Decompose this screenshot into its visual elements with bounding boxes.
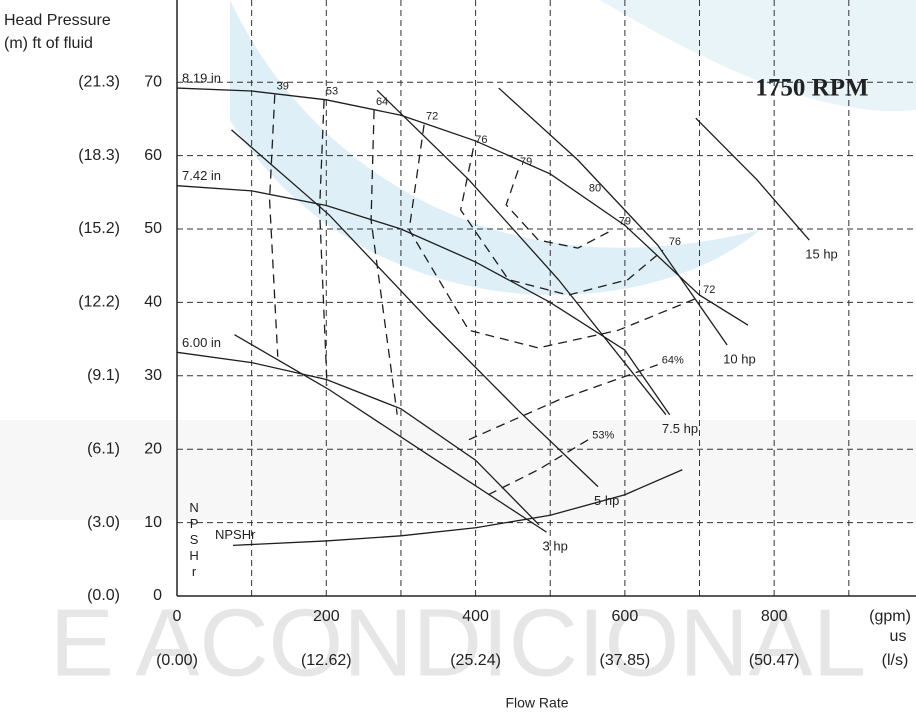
curve-label: 5 hp	[594, 493, 619, 508]
x-metric-unit: (l/s)	[882, 652, 909, 669]
y-tick-label: 20	[144, 440, 162, 457]
y-metric-label: (18.3)	[78, 147, 120, 164]
y-tick-label: 70	[144, 73, 162, 90]
curve-impeller	[176, 185, 671, 416]
y-tick-label: 10	[144, 514, 162, 531]
x-tick-label: 200	[313, 608, 340, 625]
y-tick-label: 40	[144, 294, 162, 311]
y-metric-label: (15.2)	[78, 220, 120, 237]
y-tick-label: 50	[144, 220, 162, 237]
plot-area: 0 (0.0) 10 (3.0) 20 (6.1) 30 (9.1) 40 (12.2) 50 (15…	[78, 0, 916, 669]
y-label: Head Pressure	[4, 12, 111, 29]
watermark-swoosh	[600, 0, 916, 112]
efficiency-label: 72	[703, 284, 715, 296]
curve-label: 3 hp	[543, 539, 568, 554]
efficiency-label: 79	[520, 156, 532, 168]
curve-power	[231, 129, 599, 488]
y-metric-label: (12.2)	[78, 294, 120, 311]
watermark-text: E ACONDICIONAL	[50, 589, 866, 696]
efficiency-label: 72	[426, 111, 438, 123]
curve-label: 10 hp	[723, 351, 756, 366]
curve-impeller	[176, 351, 540, 526]
efficiency-label: 53	[326, 86, 338, 98]
efficiency-label: 64%	[662, 355, 684, 367]
efficiency-label: 76	[669, 236, 681, 248]
x-metric-label: (0.00)	[156, 652, 198, 669]
curve-label: 6.00 in	[182, 335, 221, 350]
y-tick-label: 30	[144, 367, 162, 384]
x-tick-label: 400	[462, 608, 489, 625]
x-unit-sub: us	[890, 628, 907, 645]
curve-label: NPSHr	[215, 527, 256, 542]
efficiency-label: 64	[376, 96, 388, 108]
curve-efficiency	[370, 110, 398, 415]
curve-efficiency	[505, 170, 614, 249]
curve-efficiency	[318, 99, 328, 386]
y-tick-label: 0	[153, 587, 162, 604]
curve-impeller	[176, 87, 749, 326]
curve-efficiency	[268, 94, 279, 357]
efficiency-label: 76	[475, 134, 487, 146]
curve-power	[498, 87, 728, 346]
watermark-band	[0, 420, 916, 520]
y-metric-label: (3.0)	[87, 514, 120, 531]
y-metric-label: (6.1)	[87, 440, 120, 457]
curve-label: 8.19 in	[182, 71, 221, 86]
x-metric-label: (50.47)	[749, 652, 800, 669]
x-label: Flow Rate	[505, 695, 568, 711]
y-metric-label: (9.1)	[87, 367, 120, 384]
curve-power	[376, 89, 667, 416]
curve-label: 7.42 in	[182, 168, 221, 183]
x-unit-label: (gpm)	[869, 608, 911, 625]
efficiency-label: 80	[589, 183, 601, 195]
efficiency-label: 39	[277, 81, 289, 93]
watermark-swoosh	[230, 0, 760, 295]
x-tick-label: 800	[761, 608, 788, 625]
x-metric-label: (25.24)	[450, 652, 501, 669]
efficiency-label: 53%	[592, 430, 614, 442]
x-metric-label: (12.62)	[301, 652, 352, 669]
y-label: (m) ft of fluid	[4, 35, 93, 52]
x-tick-label: 600	[612, 608, 639, 625]
y-tick-label: 60	[144, 147, 162, 164]
efficiency-label: 79	[619, 216, 631, 228]
curve-efficiency-low	[487, 439, 589, 496]
rpm-annotation: 1750 RPM	[755, 75, 868, 102]
curve-efficiency	[459, 148, 664, 296]
y-metric-label: (21.3)	[78, 73, 120, 90]
curve-npsh	[232, 469, 683, 547]
curve-label: 7.5 hp	[662, 421, 698, 436]
x-tick-label: 0	[173, 608, 182, 625]
curve-efficiency	[408, 124, 698, 349]
npsh-axis-label: NPSHr	[187, 500, 202, 580]
curve-power	[695, 117, 810, 241]
curve-label: 15 hp	[805, 246, 838, 261]
curve-power	[234, 334, 547, 533]
watermark-shapes	[0, 0, 916, 520]
curve-efficiency-low	[468, 364, 658, 441]
x-metric-label: (37.85)	[600, 652, 651, 669]
y-metric-label: (0.0)	[87, 587, 120, 604]
